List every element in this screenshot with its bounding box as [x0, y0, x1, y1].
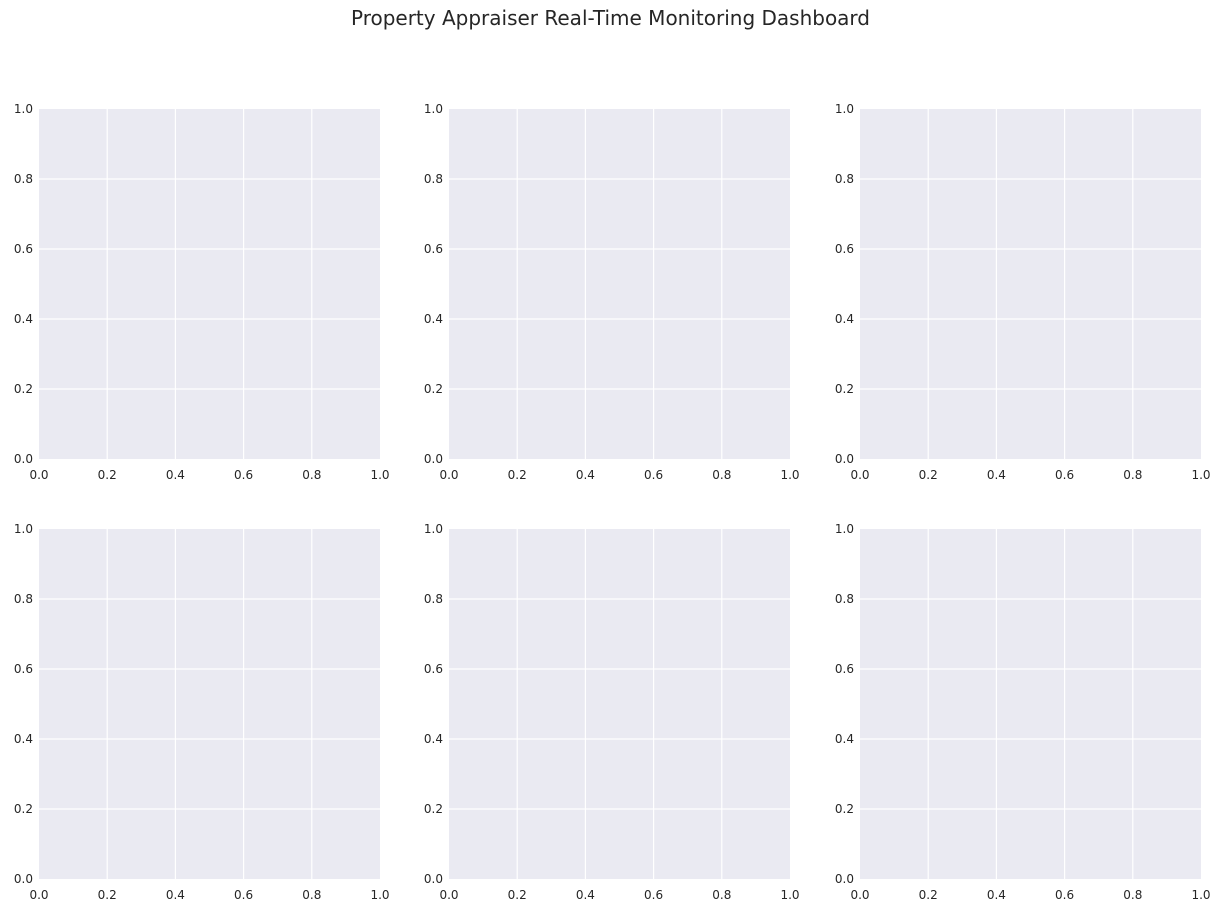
x-tick-label: 0.8 [302, 468, 321, 482]
x-tick-label: 0.0 [850, 468, 869, 482]
x-tick-label: 0.8 [302, 888, 321, 902]
y-tick-label: 0.2 [835, 802, 854, 816]
y-tick-label: 0.0 [14, 872, 33, 886]
plot-area [860, 529, 1201, 879]
y-tick-label: 0.6 [835, 242, 854, 256]
x-tick-label: 0.4 [576, 888, 595, 902]
x-tick-label: 0.6 [1055, 888, 1074, 902]
y-tick-label: 0.4 [424, 732, 443, 746]
x-tick-label: 0.4 [987, 888, 1006, 902]
plot-area [39, 109, 380, 459]
y-tick-label: 0.2 [424, 802, 443, 816]
plot-area [449, 109, 790, 459]
subplot-2: 0.0 0.2 0.4 0.6 0.8 1.0 0.0 0.2 0.4 0.6 0.8 1.0 [424, 102, 800, 482]
x-tick-label: 1.0 [1191, 888, 1210, 902]
x-tick-label: 0.4 [166, 468, 185, 482]
subplot-6: 0.0 0.2 0.4 0.6 0.8 1.0 0.0 0.2 0.4 0.6 0.8 1.0 [835, 522, 1211, 902]
x-tick-label: 1.0 [780, 468, 799, 482]
x-tick-label: 0.6 [644, 468, 663, 482]
x-tick-label: 0.6 [644, 888, 663, 902]
y-tick-label: 0.8 [424, 592, 443, 606]
x-tick-label: 0.2 [508, 468, 527, 482]
x-tick-label: 0.0 [439, 888, 458, 902]
x-tick-label: 0.6 [234, 888, 253, 902]
subplot-4: 0.0 0.2 0.4 0.6 0.8 1.0 0.0 0.2 0.4 0.6 0.8 1.0 [14, 522, 390, 902]
y-tick-label: 0.8 [835, 592, 854, 606]
y-tick-label: 0.6 [424, 242, 443, 256]
y-tick-label: 0.6 [835, 662, 854, 676]
y-tick-label: 0.2 [14, 382, 33, 396]
x-tick-label: 0.6 [234, 468, 253, 482]
x-tick-label: 1.0 [1191, 468, 1210, 482]
x-tick-label: 0.0 [29, 468, 48, 482]
y-tick-label: 0.6 [14, 662, 33, 676]
x-tick-label: 0.2 [919, 888, 938, 902]
y-tick-label: 1.0 [424, 102, 443, 116]
x-tick-label: 0.6 [1055, 468, 1074, 482]
y-tick-label: 0.4 [14, 312, 33, 326]
plot-area [449, 529, 790, 879]
y-tick-label: 0.4 [14, 732, 33, 746]
x-tick-label: 0.0 [29, 888, 48, 902]
y-tick-label: 0.8 [14, 592, 33, 606]
y-tick-label: 1.0 [424, 522, 443, 536]
y-tick-label: 0.0 [835, 872, 854, 886]
x-tick-label: 0.2 [919, 468, 938, 482]
x-tick-label: 0.4 [166, 888, 185, 902]
y-tick-label: 0.4 [424, 312, 443, 326]
y-tick-label: 0.2 [424, 382, 443, 396]
x-tick-label: 0.8 [712, 468, 731, 482]
subplot-1: 0.0 0.2 0.4 0.6 0.8 1.0 0.0 0.2 0.4 0.6 0.8 1.0 [14, 102, 390, 482]
subplot-5: 0.0 0.2 0.4 0.6 0.8 1.0 0.0 0.2 0.4 0.6 0.8 1.0 [424, 522, 800, 902]
x-tick-label: 0.8 [712, 888, 731, 902]
y-tick-label: 0.0 [424, 872, 443, 886]
x-tick-label: 0.2 [508, 888, 527, 902]
subplot-3: 0.0 0.2 0.4 0.6 0.8 1.0 0.0 0.2 0.4 0.6 0.8 1.0 [835, 102, 1211, 482]
x-tick-label: 0.2 [98, 468, 117, 482]
y-tick-label: 1.0 [14, 102, 33, 116]
y-tick-label: 0.4 [835, 732, 854, 746]
y-tick-label: 0.0 [14, 452, 33, 466]
x-tick-label: 0.0 [850, 888, 869, 902]
x-tick-label: 0.8 [1123, 888, 1142, 902]
x-tick-label: 0.0 [439, 468, 458, 482]
y-tick-label: 0.8 [14, 172, 33, 186]
y-tick-label: 1.0 [835, 522, 854, 536]
plot-area [39, 529, 380, 879]
y-tick-label: 0.6 [14, 242, 33, 256]
plot-area [860, 109, 1201, 459]
y-tick-label: 1.0 [835, 102, 854, 116]
x-tick-label: 1.0 [370, 888, 389, 902]
y-tick-label: 1.0 [14, 522, 33, 536]
y-tick-label: 0.6 [424, 662, 443, 676]
y-tick-label: 0.2 [835, 382, 854, 396]
y-tick-label: 0.0 [424, 452, 443, 466]
x-tick-label: 0.4 [987, 468, 1006, 482]
x-tick-label: 0.4 [576, 468, 595, 482]
y-tick-label: 0.0 [835, 452, 854, 466]
dashboard-title: Property Appraiser Real-Time Monitoring … [350, 6, 870, 30]
x-tick-label: 0.2 [98, 888, 117, 902]
y-tick-label: 0.8 [835, 172, 854, 186]
y-tick-label: 0.4 [835, 312, 854, 326]
y-tick-label: 0.8 [424, 172, 443, 186]
x-tick-label: 0.8 [1123, 468, 1142, 482]
y-tick-label: 0.2 [14, 802, 33, 816]
x-tick-label: 1.0 [370, 468, 389, 482]
x-tick-label: 1.0 [780, 888, 799, 902]
